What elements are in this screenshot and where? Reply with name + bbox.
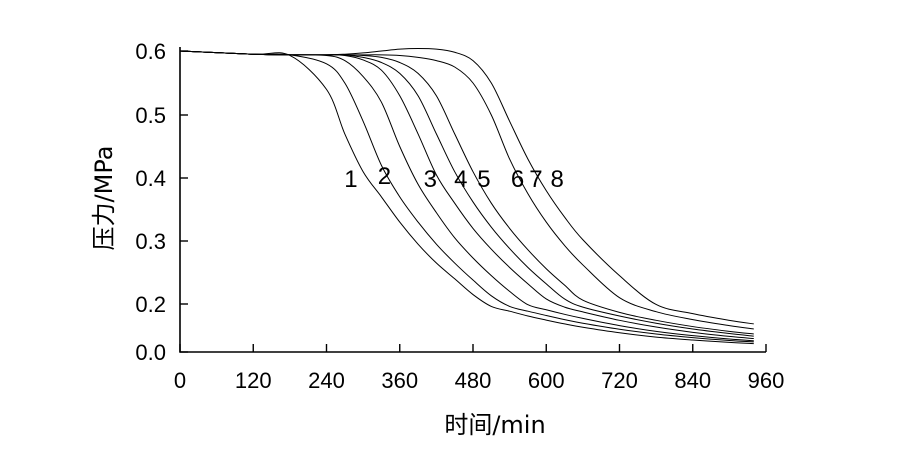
x-tick-label: 600 [528,368,565,393]
x-tick-label: 360 [381,368,418,393]
y-tick-label: 0.6 [135,39,166,64]
x-axis-title: 时间/min [444,411,545,439]
y-axis-title: 压力/MPa [90,146,118,251]
series-line-1 [179,50,754,345]
y-tick-label: 0.4 [135,166,166,191]
x-tick-label: 120 [235,368,272,393]
curve-label-5: 5 [477,166,490,193]
x-ticks: 0 120 240 360 480 600 720 840 960 [174,344,784,393]
series-line-5 [179,50,754,337]
curve-label-6: 6 [511,166,524,193]
y-tick-label: 0.2 [135,292,166,317]
y-ticks: 0.0 0.2 0.3 0.4 0.5 0.6 [135,39,188,365]
y-tick-label: 0.3 [135,229,166,254]
y-tick-label: 0.0 [135,340,166,365]
axis-lines [179,47,766,353]
x-tick-label: 720 [601,368,638,393]
curves-group [179,47,754,345]
curve-label-2: 2 [378,163,391,190]
series-line-4 [179,50,754,340]
y-tick-label: 0.5 [135,103,166,128]
series-line-2 [179,50,754,343]
x-tick-label: 0 [174,368,186,393]
x-tick-label: 480 [455,368,492,393]
curve-label-4: 4 [454,166,467,193]
curve-label-3: 3 [424,166,437,193]
series-line-3 [179,50,754,342]
curve-label-7: 7 [529,166,542,193]
axes-group [179,47,766,353]
curve-label-1: 1 [344,166,357,193]
x-tick-label: 240 [308,368,345,393]
curve-label-8: 8 [551,166,564,193]
series-line-8 [179,47,754,325]
x-tick-label: 840 [674,368,711,393]
x-tick-label: 960 [748,368,785,393]
